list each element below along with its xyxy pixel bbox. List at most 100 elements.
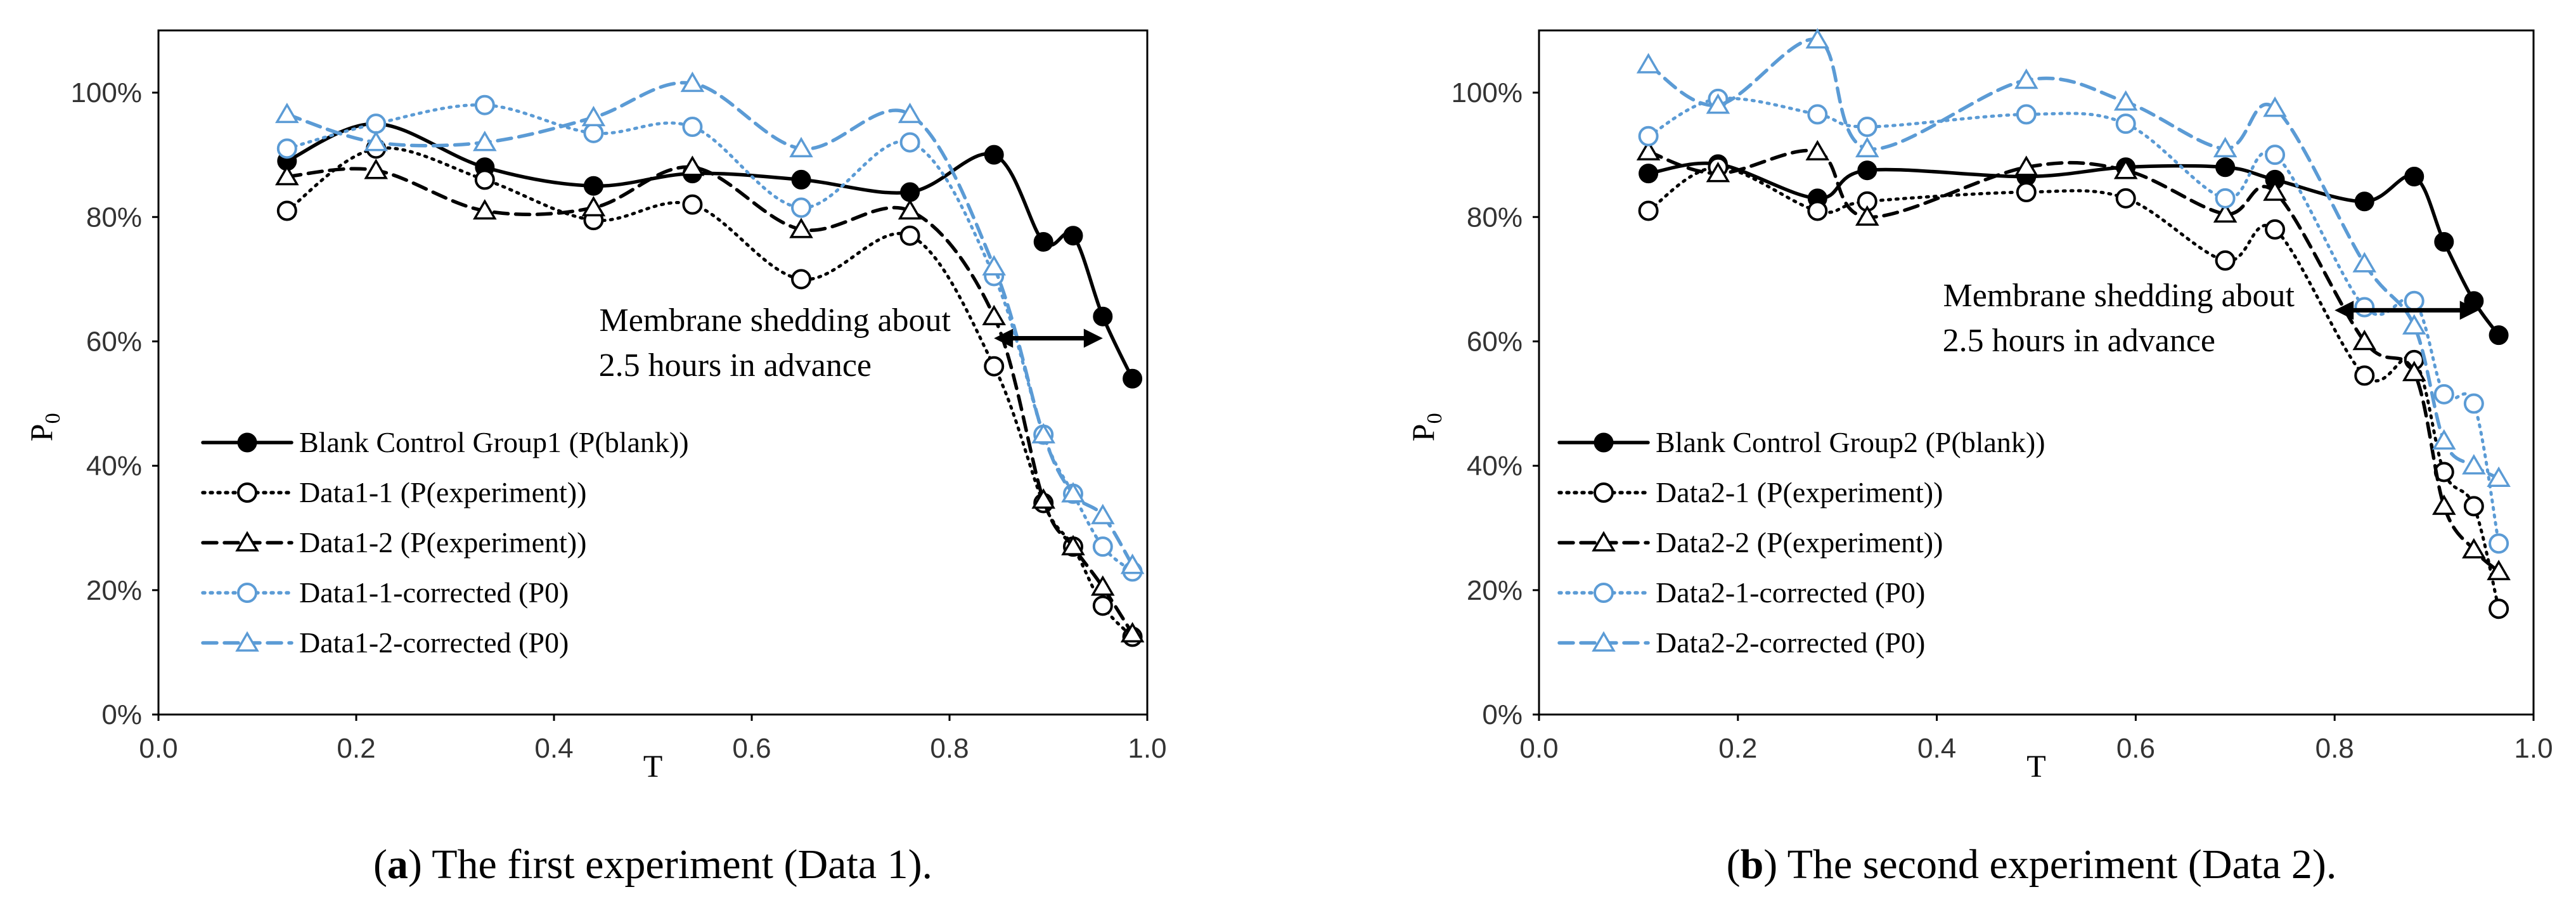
data-point xyxy=(791,197,811,218)
legend-marker xyxy=(237,583,257,603)
data-point xyxy=(2402,314,2426,335)
data-point xyxy=(583,122,604,143)
data-point xyxy=(275,102,299,124)
data-point xyxy=(2489,599,2509,619)
annotation-arrowhead-right xyxy=(1083,328,1103,348)
plot-frame xyxy=(1538,29,2535,716)
data-point xyxy=(2016,182,2037,203)
y-tick-label: 20% xyxy=(1467,575,1523,606)
data-point xyxy=(680,155,705,176)
legend-marker xyxy=(1592,631,1616,652)
data-point xyxy=(682,117,703,138)
data-point xyxy=(680,71,705,93)
y-tick-label: 100% xyxy=(70,77,142,108)
data-point xyxy=(2014,68,2038,89)
data-point xyxy=(2215,188,2236,209)
series-Data2-2-corrected (P0) xyxy=(1636,28,2511,488)
data-point xyxy=(2489,325,2509,346)
data-point xyxy=(366,113,387,134)
data-point xyxy=(1093,306,1113,327)
y-tick-label: 80% xyxy=(1467,202,1523,233)
data-point xyxy=(2265,219,2286,240)
data-point xyxy=(1638,126,1659,146)
data-point xyxy=(1857,160,1877,181)
data-point xyxy=(2431,429,2456,450)
data-point xyxy=(2213,202,2238,223)
data-point xyxy=(2354,365,2375,386)
data-point xyxy=(2433,384,2454,404)
data-point xyxy=(2434,232,2454,252)
x-tick-label: 0.6 xyxy=(732,733,771,764)
data-point xyxy=(2402,361,2426,382)
data-point xyxy=(473,198,497,220)
annotation-line-2: 2.5 hours in advance xyxy=(599,347,872,384)
data-point xyxy=(1092,536,1113,557)
y-tick-label: 100% xyxy=(1451,77,1523,108)
data-point xyxy=(2263,96,2287,117)
legend-label: Data2-2 (P(experiment)) xyxy=(1656,526,1943,559)
annotation-line-1: Membrane shedding about xyxy=(599,302,951,339)
data-point xyxy=(581,196,606,217)
data-point xyxy=(2115,113,2136,134)
data-point xyxy=(984,145,1004,165)
x-tick-label: 0.4 xyxy=(534,733,573,764)
data-point xyxy=(1855,205,1879,226)
data-point xyxy=(898,198,922,220)
data-point xyxy=(1636,53,1661,74)
series-Data1-1 (P(experiment)) xyxy=(276,138,1143,647)
plot-frame xyxy=(157,29,1149,716)
y-tick-label: 80% xyxy=(86,202,142,233)
chart-panel-a: 0% 20% 40% 60% 80% 100% 0.0 0.2 0.4 0.6 0.8 1.0 P0 T M… xyxy=(23,29,1167,888)
series-line xyxy=(285,165,1135,636)
x-tick-label: 1.0 xyxy=(1128,733,1166,764)
x-tick-label: 0.6 xyxy=(2116,733,2155,764)
legend-label: Blank Control Group1 (P(blank)) xyxy=(299,426,689,458)
data-point xyxy=(2215,250,2236,271)
data-point xyxy=(1807,200,1828,221)
annotation-arrowhead-left xyxy=(994,328,1014,348)
chart-panel-b: 0% 20% 40% 60% 80% 100% 0.0 0.2 0.4 0.6 0.8 1.0 P0 T M… xyxy=(1405,28,2553,888)
data-point xyxy=(2462,538,2486,559)
annotation-line-2: 2.5 hours in advance xyxy=(1943,323,2215,359)
data-point xyxy=(984,356,1005,377)
legend-label: Data2-2-corrected (P0) xyxy=(1656,626,1925,659)
data-point xyxy=(1636,139,1661,161)
legend-label: Data1-2-corrected (P0) xyxy=(299,626,569,659)
x-tick-label: 1.0 xyxy=(2514,733,2553,764)
legend: Blank Control Group1 (P(blank)) Data1-1 (… xyxy=(201,426,689,659)
data-point xyxy=(900,182,920,202)
data-point xyxy=(2113,159,2138,179)
y-tick-label: 60% xyxy=(86,326,142,357)
data-point xyxy=(1706,93,1730,114)
x-axis-label: T xyxy=(643,748,663,784)
series-Blank Control Group2 (P(blank)) xyxy=(1639,154,2509,346)
data-point xyxy=(2463,393,2484,414)
data-point xyxy=(275,165,299,186)
legend-marker xyxy=(237,482,257,503)
legend-label: Blank Control Group2 (P(blank)) xyxy=(1656,426,2045,458)
data-point xyxy=(1706,162,1730,183)
data-point xyxy=(2352,329,2377,351)
data-point xyxy=(1061,534,1085,555)
data-point xyxy=(2487,466,2511,488)
data-point xyxy=(1638,200,1659,221)
data-point xyxy=(898,102,922,124)
data-point xyxy=(791,169,811,190)
data-point xyxy=(364,159,388,179)
legend-marker xyxy=(235,631,259,652)
legend-label: Data1-1-corrected (P0) xyxy=(299,576,569,609)
series-Data2-2 (P(experiment)) xyxy=(1636,139,2511,581)
data-point xyxy=(276,200,297,221)
data-point xyxy=(982,255,1006,276)
legend: Blank Control Group2 (P(blank)) Data2-1 (… xyxy=(1557,426,2045,659)
data-point xyxy=(2354,297,2375,318)
data-point xyxy=(2115,188,2136,209)
x-tick-label: 0.0 xyxy=(139,733,177,764)
legend-marker xyxy=(1594,482,1614,503)
data-point xyxy=(1092,595,1113,616)
data-point xyxy=(789,136,813,158)
data-point xyxy=(1857,117,1877,138)
data-point xyxy=(1031,423,1055,444)
data-point xyxy=(1063,226,1083,246)
